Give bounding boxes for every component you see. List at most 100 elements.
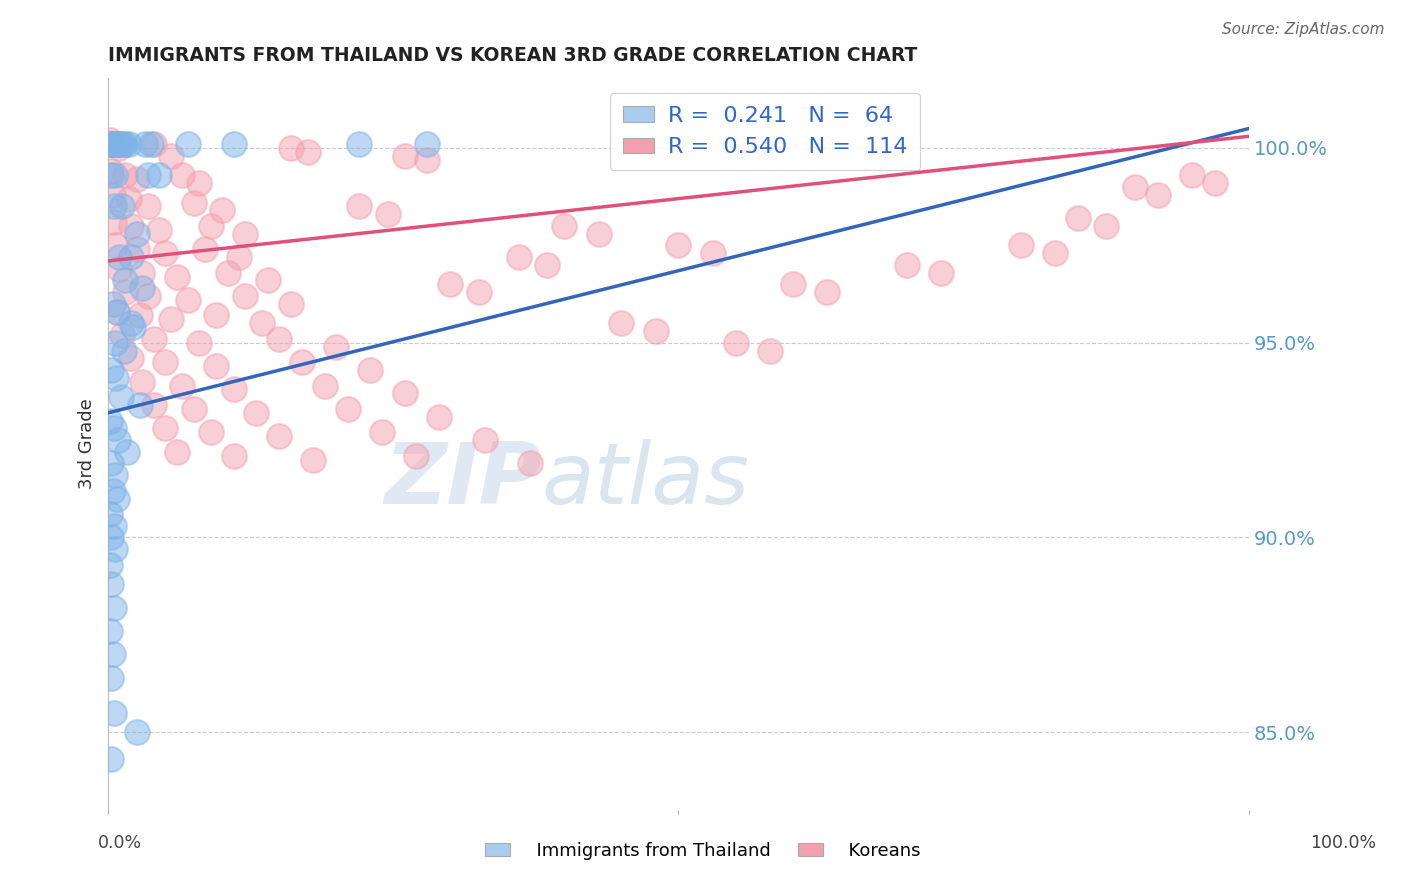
Point <box>105 304 128 318</box>
Point <box>101 137 124 152</box>
Point <box>222 449 245 463</box>
Text: 100.0%: 100.0% <box>1309 834 1376 852</box>
Point <box>205 359 228 373</box>
Text: 0.0%: 0.0% <box>97 834 142 852</box>
Point <box>101 297 124 311</box>
Point <box>111 137 134 152</box>
Point <box>148 168 170 182</box>
Point <box>136 168 159 182</box>
Point <box>280 141 302 155</box>
Point <box>105 304 128 318</box>
Point <box>228 250 250 264</box>
Point <box>125 227 148 241</box>
Text: Source: ZipAtlas.com: Source: ZipAtlas.com <box>1222 22 1385 37</box>
Point <box>103 706 125 720</box>
Point <box>117 137 139 152</box>
Point <box>929 266 952 280</box>
Point <box>142 332 165 346</box>
Point <box>98 624 121 638</box>
Point <box>131 266 153 280</box>
Point <box>1095 219 1118 233</box>
Point <box>758 343 780 358</box>
Point <box>172 378 194 392</box>
Point <box>153 246 176 260</box>
Point <box>359 363 381 377</box>
Point <box>117 192 139 206</box>
Point <box>610 316 633 330</box>
Point <box>200 425 222 440</box>
Point <box>100 531 122 545</box>
Point <box>136 289 159 303</box>
Point <box>108 261 131 276</box>
Point <box>536 258 558 272</box>
Point <box>105 371 128 385</box>
Point <box>159 312 181 326</box>
Point <box>103 137 125 152</box>
Point <box>336 401 359 416</box>
Point <box>108 137 131 152</box>
Point <box>120 250 142 264</box>
Point <box>148 223 170 237</box>
Point <box>439 277 461 292</box>
Point <box>105 137 128 152</box>
Point <box>108 141 131 155</box>
Point <box>107 137 129 152</box>
Point <box>177 137 200 152</box>
Point <box>1067 211 1090 226</box>
Point <box>122 320 145 334</box>
Point <box>188 335 211 350</box>
Point <box>100 363 122 377</box>
Point <box>114 285 136 299</box>
Point <box>125 242 148 256</box>
Point <box>325 340 347 354</box>
Point <box>377 207 399 221</box>
Point <box>250 316 273 330</box>
Point <box>100 457 122 471</box>
Point <box>702 246 724 260</box>
Point <box>519 457 541 471</box>
Point <box>114 137 136 152</box>
Legend:   Immigrants from Thailand,   Koreans: Immigrants from Thailand, Koreans <box>478 835 928 867</box>
Point <box>103 215 125 229</box>
Point <box>405 449 427 463</box>
Point <box>104 168 127 182</box>
Point <box>233 227 256 241</box>
Point <box>114 168 136 182</box>
Point <box>98 558 121 572</box>
Point <box>347 199 370 213</box>
Point <box>111 327 134 342</box>
Point <box>1146 187 1168 202</box>
Point <box>108 250 131 264</box>
Point <box>269 332 291 346</box>
Point <box>105 491 128 506</box>
Legend: R =  0.241   N =  64, R =  0.540   N =  114: R = 0.241 N = 64, R = 0.540 N = 114 <box>610 93 921 170</box>
Point <box>815 285 838 299</box>
Point <box>188 176 211 190</box>
Point <box>233 289 256 303</box>
Point <box>1123 180 1146 194</box>
Point <box>98 133 121 147</box>
Point <box>101 187 124 202</box>
Point <box>120 316 142 330</box>
Point <box>100 137 122 152</box>
Point <box>103 421 125 435</box>
Point <box>103 199 125 213</box>
Point <box>205 309 228 323</box>
Point <box>104 542 127 557</box>
Point <box>172 168 194 182</box>
Point <box>134 137 156 152</box>
Point <box>177 293 200 307</box>
Point <box>644 324 666 338</box>
Point <box>1010 238 1032 252</box>
Point <box>588 227 610 241</box>
Point <box>100 164 122 178</box>
Point <box>100 577 122 591</box>
Point <box>120 351 142 366</box>
Point <box>159 149 181 163</box>
Point <box>153 421 176 435</box>
Point <box>280 297 302 311</box>
Text: atlas: atlas <box>541 439 749 522</box>
Point <box>553 219 575 233</box>
Point <box>103 137 125 152</box>
Point <box>394 149 416 163</box>
